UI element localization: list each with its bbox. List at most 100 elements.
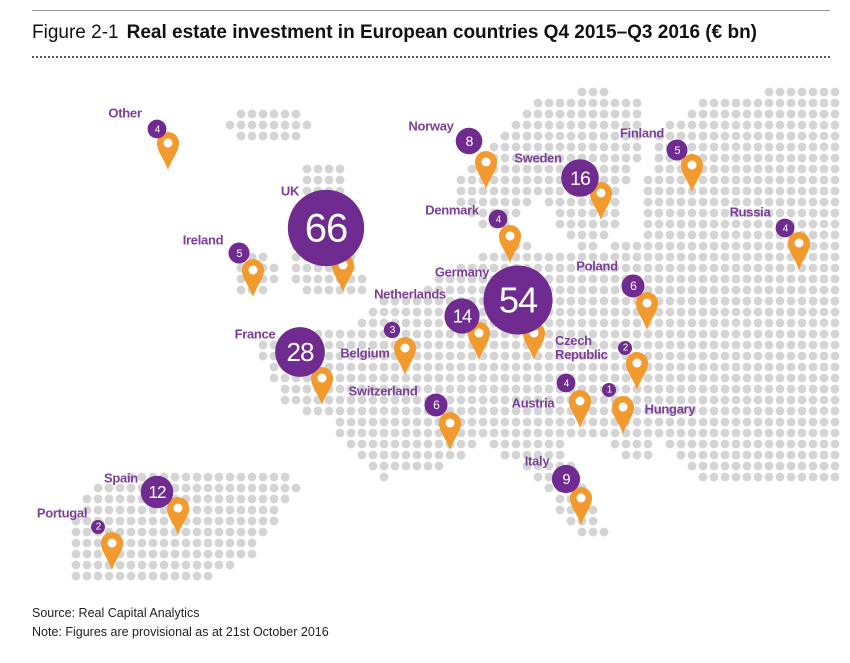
- land-dot: [93, 494, 103, 504]
- land-dot: [423, 373, 433, 383]
- land-dot: [731, 230, 741, 240]
- land-dot: [753, 109, 763, 119]
- land-dot: [456, 351, 466, 361]
- land-dot: [236, 549, 246, 559]
- land-dot: [786, 318, 796, 328]
- land-dot: [544, 351, 554, 361]
- land-dot: [709, 164, 719, 174]
- land-dot: [742, 362, 752, 372]
- land-dot: [720, 329, 730, 339]
- land-dot: [434, 307, 444, 317]
- land-dot: [379, 307, 389, 317]
- land-dot: [423, 318, 433, 328]
- land-dot: [522, 439, 532, 449]
- land-dot: [357, 450, 367, 460]
- land-dot: [742, 274, 752, 284]
- land-dot: [654, 208, 664, 218]
- land-dot: [258, 483, 268, 493]
- land-dot: [797, 197, 807, 207]
- land-dot: [731, 109, 741, 119]
- land-dot: [742, 285, 752, 295]
- land-dot: [269, 274, 279, 284]
- land-dot: [698, 461, 708, 471]
- land-dot: [313, 274, 323, 284]
- land-dot: [511, 362, 521, 372]
- land-dot: [643, 274, 653, 284]
- land-dot: [555, 439, 565, 449]
- land-dot: [313, 263, 323, 273]
- land-dot: [731, 340, 741, 350]
- bubble: [775, 218, 795, 238]
- land-dot: [643, 384, 653, 394]
- land-dot: [742, 461, 752, 471]
- country-label: Sweden: [514, 150, 562, 166]
- land-dot: [335, 395, 345, 405]
- land-dot: [423, 362, 433, 372]
- land-dot: [753, 241, 763, 251]
- figure-heading: Real estate investment in European count…: [126, 22, 758, 43]
- land-dot: [258, 120, 268, 130]
- land-dot: [731, 219, 741, 229]
- land-dot: [137, 571, 147, 581]
- land-dot: [632, 329, 642, 339]
- country-label: Russia: [729, 204, 771, 220]
- land-dot: [808, 296, 818, 306]
- land-dot: [577, 208, 587, 218]
- land-dot: [687, 274, 697, 284]
- land-dot: [654, 329, 664, 339]
- land-dot: [819, 340, 829, 350]
- land-dot: [368, 428, 378, 438]
- land-dot: [786, 373, 796, 383]
- land-dot: [786, 384, 796, 394]
- land-dot: [632, 439, 642, 449]
- land-dot: [709, 263, 719, 273]
- land-dot: [797, 175, 807, 185]
- land-dot: [775, 395, 785, 405]
- land-dot: [742, 318, 752, 328]
- land-dot: [522, 351, 532, 361]
- land-dot: [621, 318, 631, 328]
- bubble-value: 5: [236, 248, 242, 260]
- land-dot: [797, 109, 807, 119]
- land-dot: [291, 109, 301, 119]
- land-dot: [643, 186, 653, 196]
- land-dot: [698, 450, 708, 460]
- land-dot: [445, 373, 455, 383]
- land-dot: [478, 197, 488, 207]
- land-dot: [214, 505, 224, 515]
- land-dot: [610, 340, 620, 350]
- land-dot: [423, 417, 433, 427]
- land-dot: [775, 186, 785, 196]
- land-dot: [753, 120, 763, 130]
- land-dot: [291, 120, 301, 130]
- land-dot: [819, 417, 829, 427]
- land-dot: [423, 439, 433, 449]
- land-dot: [291, 483, 301, 493]
- land-dot: [280, 395, 290, 405]
- land-dot: [742, 252, 752, 262]
- land-dot: [632, 263, 642, 273]
- land-dot: [654, 153, 664, 163]
- land-dot: [654, 384, 664, 394]
- land-dot: [401, 461, 411, 471]
- land-dot: [764, 175, 774, 185]
- land-dot: [709, 340, 719, 350]
- land-dot: [731, 175, 741, 185]
- land-dot: [247, 120, 257, 130]
- land-dot: [742, 384, 752, 394]
- land-dot: [698, 120, 708, 130]
- bubble: [140, 475, 174, 509]
- land-dot: [687, 406, 697, 416]
- land-dot: [335, 417, 345, 427]
- land-dot: [401, 439, 411, 449]
- land-dot: [786, 296, 796, 306]
- land-dot: [115, 516, 125, 526]
- pin-hole: [618, 402, 628, 412]
- land-dot: [775, 263, 785, 273]
- land-dot: [764, 329, 774, 339]
- land-dot: [412, 329, 422, 339]
- land-dot: [797, 219, 807, 229]
- land-dot: [401, 373, 411, 383]
- land-dot: [775, 175, 785, 185]
- land-dot: [104, 571, 114, 581]
